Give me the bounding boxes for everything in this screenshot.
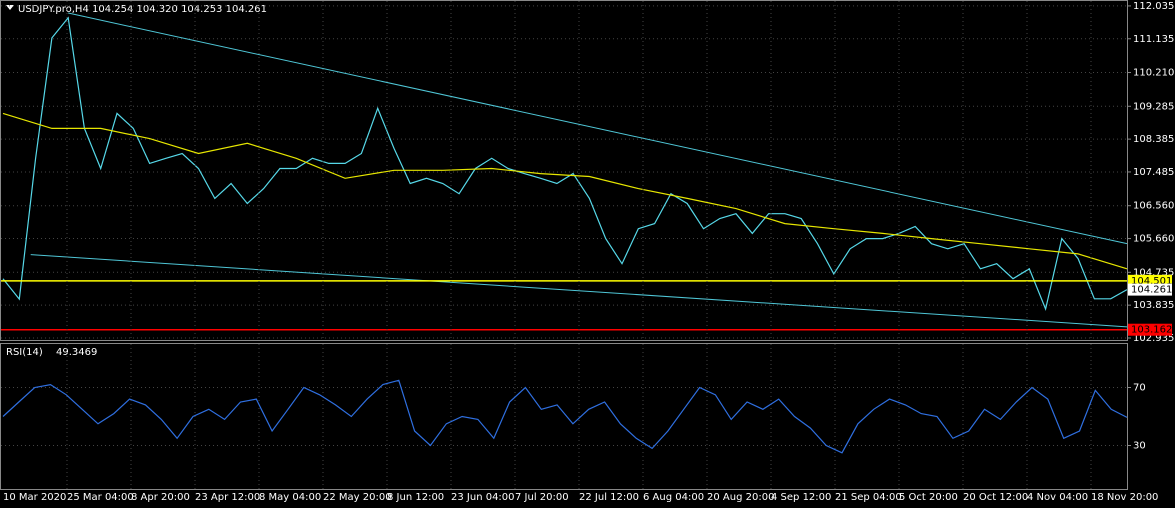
- rsi-value: 49.3469: [56, 347, 97, 358]
- x-tick-label: 20 Oct 12:00: [963, 492, 1028, 503]
- x-tick-label: 10 Mar 2020: [3, 492, 66, 503]
- x-tick-label: 4 Nov 04:00: [1027, 492, 1088, 503]
- y-tick-label: 107.485: [1133, 167, 1174, 178]
- y-tick-label: 102.935: [1133, 333, 1174, 344]
- y-tick-label: 108.385: [1133, 134, 1174, 145]
- y-tick-label: 109.285: [1133, 101, 1174, 112]
- x-tick-label: 5 Oct 20:00: [899, 492, 958, 503]
- x-tick-label: 4 Sep 12:00: [771, 492, 831, 503]
- y-tick-label: 104.735: [1133, 267, 1174, 278]
- x-tick-label: 23 Apr 12:00: [195, 492, 260, 503]
- y-tick-label: 30: [1133, 441, 1146, 452]
- x-tick-label: 22 May 20:00: [323, 492, 392, 503]
- y-tick-label: 110.210: [1133, 68, 1174, 79]
- trendline: [68, 12, 1128, 245]
- ohlc: 104.254 104.320 104.253 104.261: [92, 4, 267, 15]
- level-label: 103.162: [1131, 325, 1172, 336]
- price-frame: [0, 0, 1128, 341]
- y-tick-label: 105.660: [1133, 234, 1174, 245]
- y-tick-label: 112.035: [1133, 1, 1174, 12]
- y-tick-label: 70: [1133, 383, 1146, 394]
- x-tick-label: 7 Jul 20:00: [515, 492, 569, 503]
- x-tick-label: 8 May 04:00: [259, 492, 321, 503]
- series-line: [2, 112, 1128, 270]
- last-price-label: 104.261: [1131, 285, 1172, 296]
- rsi-title: RSI(14): [6, 347, 43, 358]
- x-tick-label: 23 Jun 04:00: [451, 492, 515, 503]
- rsi-frame: [0, 343, 1128, 490]
- y-tick-label: 106.560: [1133, 201, 1174, 212]
- x-tick-label: 8 Apr 20:00: [131, 492, 190, 503]
- series-line: [2, 379, 1128, 454]
- symbol-icon: [6, 5, 14, 10]
- level-box: [1128, 323, 1172, 336]
- level-label: 104.501: [1131, 276, 1172, 287]
- x-tick-label: 20 Aug 20:00: [707, 492, 774, 503]
- x-tick-label: 25 Mar 04:00: [67, 492, 134, 503]
- last-price-box: [1128, 283, 1172, 296]
- trendline: [30, 254, 1128, 328]
- series-line: [2, 16, 1128, 311]
- symbol: USDJPY.pro,H4: [18, 4, 89, 15]
- x-tick-label: 8 Jun 12:00: [387, 492, 444, 503]
- x-tick-label: 6 Aug 04:00: [643, 492, 704, 503]
- x-tick-label: 21 Sep 04:00: [835, 492, 902, 503]
- x-tick-label: 22 Jul 12:00: [579, 492, 639, 503]
- y-tick-label: 111.135: [1133, 34, 1174, 45]
- x-tick-label: 18 Nov 20:00: [1091, 492, 1158, 503]
- y-tick-label: 103.835: [1133, 300, 1174, 311]
